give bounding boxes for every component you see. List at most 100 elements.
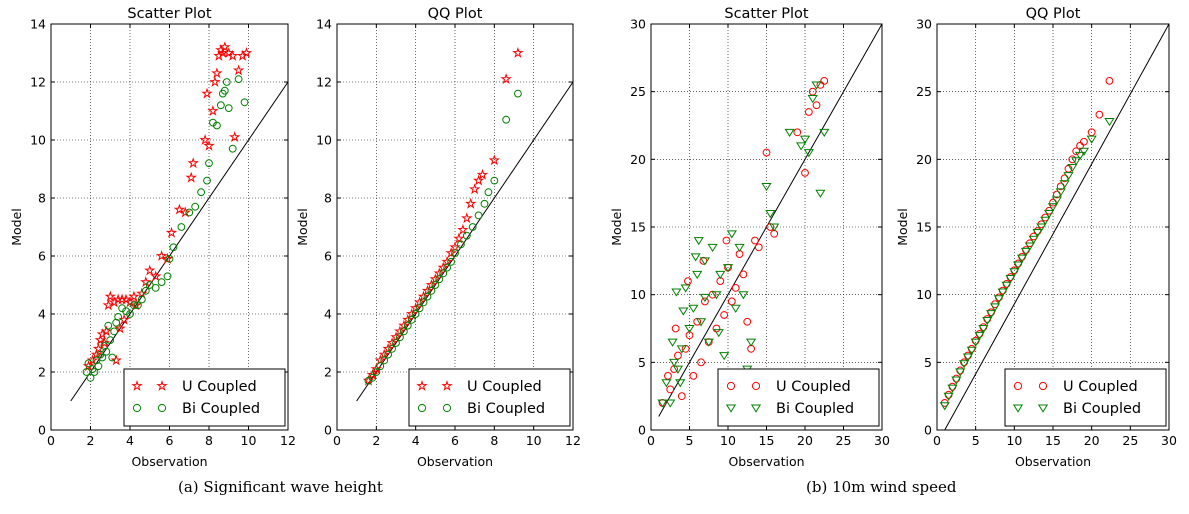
legend-label: Bi Coupled	[776, 401, 854, 417]
y-tick-label: 8	[38, 191, 46, 206]
data-point	[151, 284, 160, 292]
data-point	[211, 67, 223, 79]
legend: U Coupled Bi Coupled	[408, 368, 571, 427]
data-point	[680, 284, 691, 293]
y-tick-label: 14	[30, 17, 46, 32]
data-point	[715, 270, 726, 280]
y-axis-label: Model	[609, 208, 624, 246]
data-point	[722, 264, 734, 273]
data-point	[423, 292, 432, 301]
data-point	[966, 346, 977, 355]
data-point	[1055, 188, 1066, 197]
data-point	[106, 336, 115, 345]
data-point	[807, 94, 818, 104]
data-point	[719, 352, 730, 361]
data-point	[197, 188, 206, 197]
data-point	[796, 142, 807, 151]
data-point	[205, 159, 213, 168]
reference-line	[356, 81, 573, 402]
data-point	[191, 202, 200, 211]
data-point	[703, 338, 714, 347]
data-point	[1068, 155, 1077, 164]
data-point	[114, 322, 126, 334]
y-tick-label: 10	[30, 133, 46, 148]
data-point	[720, 311, 729, 319]
data-point	[1009, 268, 1020, 277]
data-point	[1078, 147, 1090, 156]
data-point	[384, 350, 393, 359]
x-tick-label: 25	[836, 433, 852, 448]
data-point	[1051, 196, 1062, 205]
chart-title: Scatter Plot	[724, 6, 809, 22]
data-point	[108, 353, 117, 362]
legend-label: U Coupled	[1063, 379, 1138, 395]
x-tick-label: 0	[333, 433, 341, 448]
data-point	[461, 212, 473, 224]
data-point	[136, 287, 148, 299]
data-point	[110, 327, 119, 336]
data-point	[240, 98, 249, 107]
data-point	[739, 270, 748, 279]
data-point	[102, 299, 115, 311]
y-tick-label: 6	[38, 249, 46, 264]
data-point	[514, 89, 522, 98]
data-point	[98, 353, 107, 362]
data-point	[951, 376, 962, 385]
data-point	[187, 157, 199, 169]
y-axis-label: Model	[895, 208, 910, 246]
data-point	[667, 338, 678, 347]
data-point	[665, 399, 676, 408]
data-point	[104, 321, 113, 330]
data-point	[812, 101, 821, 110]
data-point	[975, 330, 984, 338]
data-point	[712, 324, 721, 333]
x-tick-label: 6	[166, 433, 174, 448]
data-point	[140, 276, 152, 288]
data-point	[983, 315, 992, 323]
data-point	[1006, 273, 1015, 281]
data-point	[177, 223, 186, 231]
data-point	[692, 270, 703, 280]
data-point	[971, 336, 980, 345]
data-point	[402, 313, 414, 325]
data-point	[124, 296, 136, 308]
data-point	[711, 291, 722, 300]
data-point	[108, 296, 120, 308]
data-point	[453, 232, 465, 244]
data-point	[944, 390, 953, 399]
data-point	[366, 368, 379, 380]
data-point	[978, 325, 989, 334]
x-tick-label: 20	[797, 433, 813, 448]
data-point	[161, 252, 174, 264]
data-point	[437, 261, 449, 273]
data-point	[439, 269, 448, 278]
data-point	[801, 168, 809, 177]
reference-line	[944, 24, 1169, 430]
data-point	[217, 47, 229, 58]
data-point	[1067, 164, 1078, 173]
data-point	[676, 345, 687, 354]
data-point	[126, 310, 134, 318]
data-point	[388, 344, 396, 353]
x-tick-label: 8	[490, 433, 498, 448]
data-point	[815, 189, 826, 198]
data-point	[962, 353, 974, 362]
legend-marker	[132, 403, 142, 413]
data-point	[799, 135, 811, 144]
chart-panel-1: 0 2 4 6 8 10 12 0 2 4 6 8 10 12 14 Scatter Plot Observat…	[9, 6, 296, 469]
data-point	[1059, 180, 1070, 189]
y-tick-label: 0	[324, 423, 332, 438]
data-point	[86, 373, 95, 382]
legend-marker	[156, 380, 168, 391]
data-point	[165, 255, 174, 263]
y-tick-label: 6	[324, 249, 332, 264]
data-point	[1013, 261, 1024, 270]
data-point	[1018, 252, 1026, 261]
x-tick-label: 5	[686, 433, 694, 448]
data-point	[445, 247, 457, 259]
x-axis-label: Observation	[131, 454, 207, 469]
data-point	[726, 230, 737, 239]
series-1	[362, 47, 524, 386]
data-point	[86, 354, 99, 366]
chart-title: QQ Plot	[428, 6, 483, 22]
